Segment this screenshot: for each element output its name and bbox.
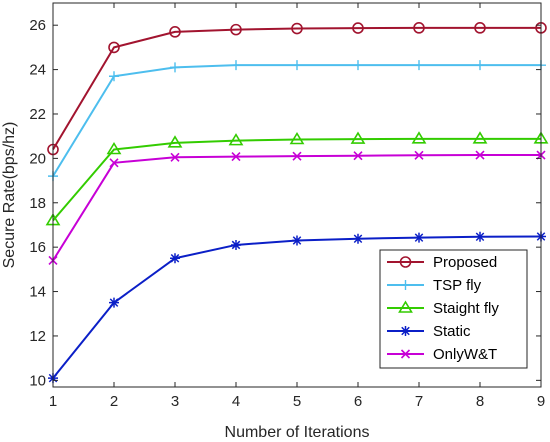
legend: Proposed TSP fly Staight fly Static OnlyW&T [379,249,528,369]
legend-label: Staight fly [433,300,499,317]
data-point [350,131,366,144]
data-point [292,235,302,246]
x-tick-label: 9 [537,393,545,410]
x-tick-label: 5 [293,393,301,410]
legend-item: TSP fly [387,277,482,294]
legend-label: OnlyW&T [433,346,497,363]
x-tick-label: 3 [171,393,179,410]
data-point [289,131,305,145]
x-tick-label: 8 [476,393,484,410]
legend-swatch-marker [398,300,413,313]
series-layer [45,22,549,384]
data-point [475,150,485,160]
y-tick-label: 24 [29,62,46,79]
y-tick-label: 16 [29,239,46,256]
legend-item: Staight fly [387,300,499,317]
series-onlyw-t [48,150,546,266]
x-tick-label: 2 [110,393,118,410]
data-point [170,253,180,264]
y-tick-label: 26 [29,17,46,34]
data-point [170,62,180,73]
data-point [475,60,485,71]
data-point [292,60,302,71]
legend-label: Static [433,323,471,340]
data-point [411,131,427,144]
x-tick-label: 1 [49,393,57,410]
data-point [169,26,181,38]
data-point [413,22,425,34]
data-point [109,71,119,82]
legend-item: Proposed [387,254,497,271]
data-point [231,152,241,162]
legend-label: TSP fly [433,277,482,294]
legend-swatch-marker [400,326,411,336]
data-point [109,158,119,168]
data-point [353,151,363,161]
data-point [474,22,486,34]
legend-label: Proposed [433,254,497,271]
data-point [353,60,363,71]
data-point [228,133,244,146]
y-tick-label: 12 [29,328,46,345]
y-axis-label: Secure Rate(bps/hz) [1,122,18,269]
data-point [230,23,242,36]
data-point [414,232,424,243]
data-point [352,22,364,34]
data-point [167,135,183,148]
legend-items: Proposed TSP fly Staight fly Static OnlyW&T [387,254,499,363]
data-point [231,239,241,250]
y-tick-label: 20 [29,150,46,167]
x-tick-label: 6 [354,393,362,410]
y-tick-label: 18 [29,195,46,212]
data-point [106,141,122,155]
legend-swatch-marker [399,256,412,268]
data-point [472,131,488,144]
legend-item: Static [387,323,471,340]
data-point [353,233,363,244]
data-point [109,297,119,308]
y-tick-label: 14 [29,284,46,301]
y-tick-label: 10 [29,372,46,389]
data-point [292,151,302,161]
data-point [291,22,303,35]
legend-item: OnlyW&T [387,346,497,363]
data-point [475,231,485,242]
series-line [52,26,541,151]
x-tick-label: 4 [232,393,240,410]
y-tick-label: 22 [29,106,46,123]
data-point [170,152,180,162]
series-line [52,137,541,222]
x-axis-label: Number of Iterations [225,424,370,441]
data-point [414,150,424,160]
legend-swatch-marker [400,280,411,290]
x-tick-label: 7 [415,393,423,410]
data-point [108,41,120,54]
data-point [414,60,424,71]
data-point [231,60,241,71]
legend-swatch-marker [400,349,411,359]
